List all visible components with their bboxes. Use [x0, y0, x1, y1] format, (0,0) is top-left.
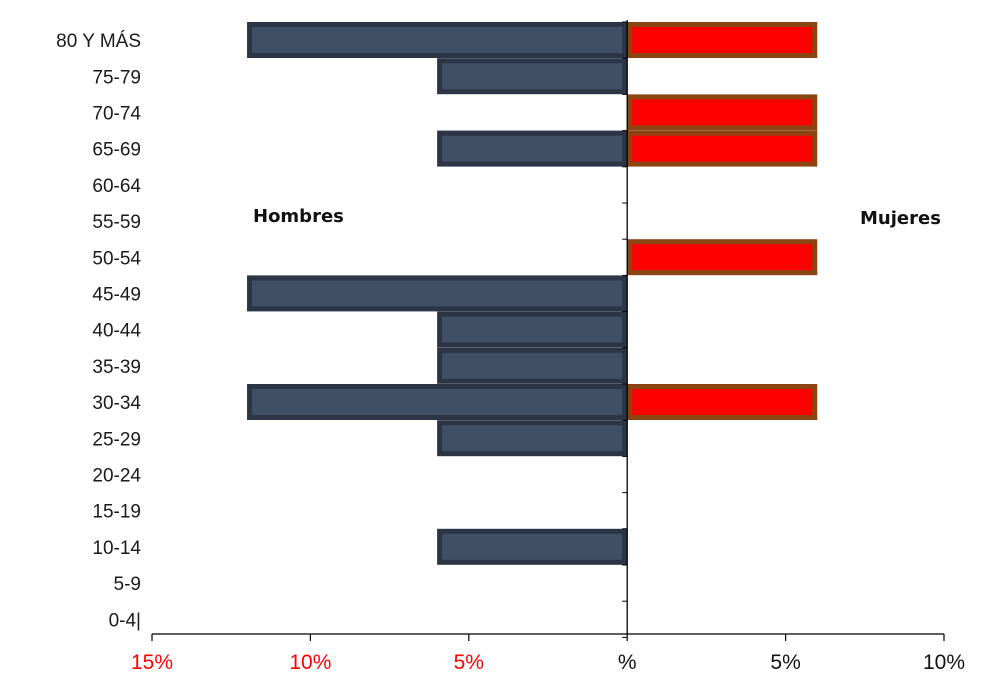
age-label: 55-59	[92, 212, 141, 233]
bar-hombres-65-69	[437, 130, 628, 167]
bar-mujeres-65-69	[627, 130, 818, 167]
age-label: 5-9	[114, 574, 141, 595]
age-label: 75-79	[92, 67, 141, 88]
mujeres-annotation: Mujeres	[860, 208, 941, 229]
age-label: 70-74	[92, 104, 141, 125]
age-label: 20-24	[92, 466, 141, 487]
bar-mujeres-70-74	[627, 94, 818, 131]
age-label: 40-44	[92, 321, 141, 342]
bars-layer	[247, 22, 818, 565]
bar-hombres-35-39	[437, 347, 628, 384]
axis-layer	[151, 20, 945, 641]
bar-hombres-10-14	[437, 528, 628, 565]
age-label: 30-34	[92, 393, 141, 414]
bar-hombres-40-44	[437, 311, 628, 348]
age-label: 50-54	[92, 248, 141, 269]
x-tick-label: 15%	[131, 651, 173, 674]
bar-hombres-25-29	[437, 420, 628, 457]
bar-mujeres-30-34	[627, 384, 818, 420]
age-label: 35-39	[92, 357, 141, 378]
bar-mujeres-80-y-m-s	[627, 22, 818, 58]
age-label: 10-14	[92, 538, 141, 559]
age-label: 65-69	[92, 140, 141, 161]
x-tick-label: 5%	[770, 651, 800, 674]
bar-mujeres-50-54	[627, 239, 818, 276]
bar-hombres-80-y-m-s	[247, 22, 628, 58]
x-tick-label: 5%	[454, 651, 484, 674]
age-label: 80 Y MÁS	[56, 31, 141, 52]
bar-hombres-30-34	[247, 384, 628, 420]
hombres-annotation: Hombres	[253, 206, 344, 227]
age-label: 45-49	[92, 285, 141, 306]
x-tick-label: %	[618, 651, 637, 674]
bar-hombres-75-79	[437, 58, 628, 95]
x-tick-label: 10%	[923, 651, 965, 674]
bar-hombres-45-49	[247, 275, 628, 312]
x-tick-label: 10%	[289, 651, 331, 674]
age-label: 25-29	[92, 429, 141, 450]
labels-layer: 80 Y MÁS 75-79 70-74 65-69 60-64 55-59 50-54 45…	[56, 31, 965, 674]
age-label: 15-19	[92, 502, 141, 523]
age-label: 60-64	[92, 176, 141, 197]
age-label: 0-4|	[109, 610, 141, 631]
